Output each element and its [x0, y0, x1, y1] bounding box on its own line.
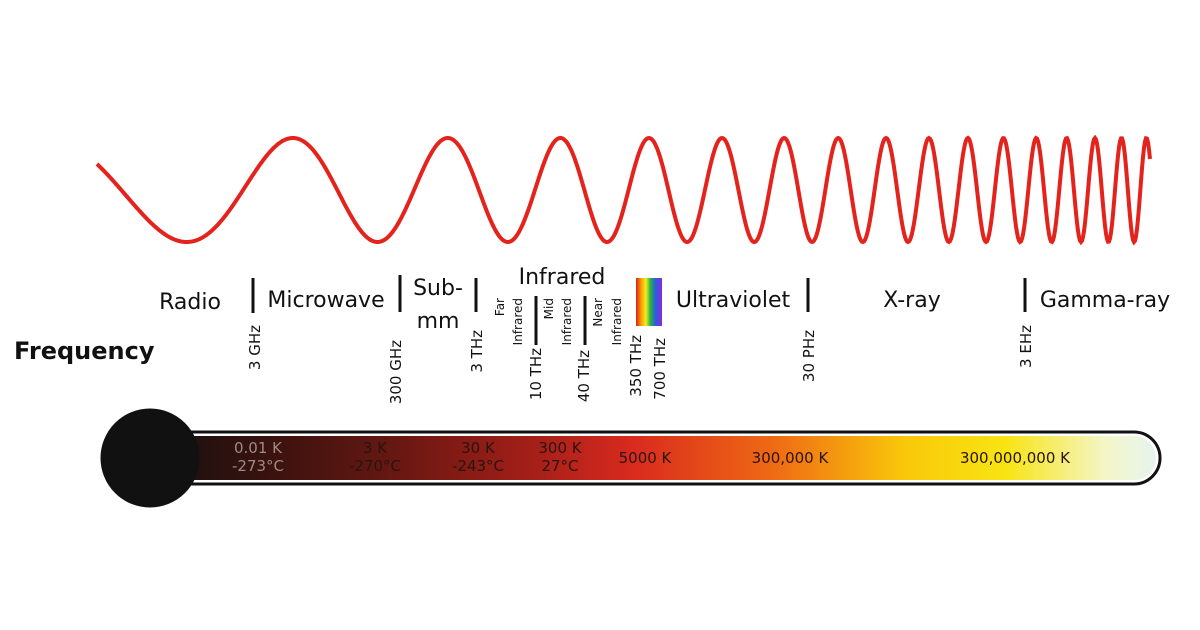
- infrared-part: Infrared: [560, 298, 574, 345]
- frequency-label: 40 THz: [575, 350, 593, 402]
- temperature-celsius: -273°C: [232, 457, 284, 475]
- temperature-kelvin: 300,000 K: [752, 449, 830, 467]
- frequency-label: 10 THz: [527, 348, 545, 400]
- band-label: Infrared: [519, 265, 606, 290]
- wave: [95, 134, 1152, 246]
- frequency-label: 30 PHz: [800, 330, 818, 382]
- temperature-celsius: -270°C: [349, 457, 401, 475]
- frequency-label: 350 THz: [627, 335, 645, 397]
- thermometer-tube: [150, 436, 1156, 480]
- band-label: Sub-: [413, 276, 463, 301]
- infrared-part: Near: [591, 298, 605, 327]
- frequency-label: 3 GHz: [246, 325, 264, 370]
- band-label: Radio: [159, 290, 221, 315]
- band-label: Ultraviolet: [676, 288, 791, 313]
- band-label: Gamma-ray: [1040, 288, 1170, 313]
- infrared-part: Mid: [542, 298, 556, 319]
- frequency-label: 300 GHz: [387, 340, 405, 404]
- infrared-part: Infrared: [511, 298, 525, 345]
- infrared-part: Far: [493, 298, 507, 316]
- temperature-celsius: -243°C: [452, 457, 504, 475]
- frequency-label: 3 EHz: [1017, 325, 1035, 368]
- temperature-kelvin: 3 K: [363, 439, 388, 457]
- temperature-kelvin: 300 K: [538, 439, 582, 457]
- thermometer-bulb: [100, 408, 200, 508]
- temperature-kelvin: 30 K: [461, 439, 496, 457]
- visible-spectrum: [636, 278, 662, 326]
- frequency-label: 3 THz: [468, 330, 486, 373]
- frequency-label: 700 THz: [651, 338, 669, 400]
- infrared-part: Infrared: [610, 298, 624, 345]
- temperature-kelvin: 0.01 K: [234, 439, 283, 457]
- band-label: X-ray: [883, 288, 940, 313]
- band-label: Microwave: [267, 288, 384, 313]
- band-label: mm: [417, 309, 460, 334]
- temperature-kelvin: 5000 K: [619, 449, 673, 467]
- temperature-kelvin: 300,000,000 K: [960, 449, 1071, 467]
- temperature-celsius: 27°C: [541, 457, 578, 475]
- frequency-heading: Frequency: [14, 337, 155, 365]
